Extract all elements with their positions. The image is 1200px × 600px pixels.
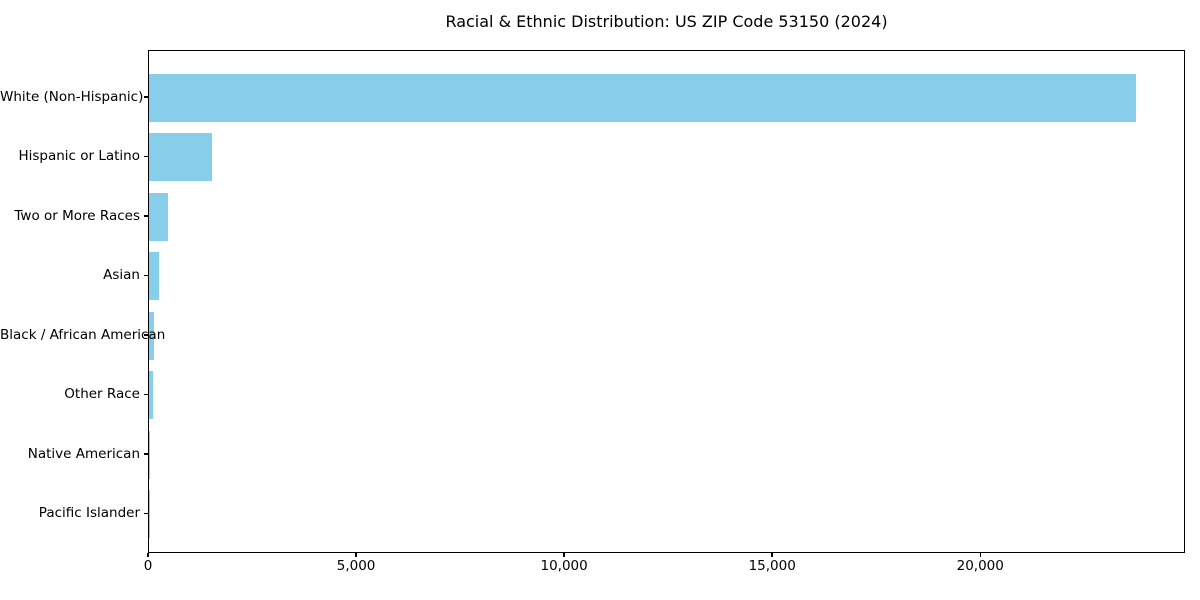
y-tick-mark (144, 215, 148, 217)
plot-area (148, 50, 1185, 553)
bar (149, 73, 1137, 122)
x-tick-mark (979, 553, 981, 557)
bar (149, 371, 154, 420)
x-tick-label: 10,000 (540, 558, 588, 574)
bar (149, 252, 159, 301)
x-tick-label: 15,000 (748, 558, 796, 574)
y-tick-label: Hispanic or Latino (18, 148, 140, 165)
y-tick-mark (144, 96, 148, 98)
y-tick-mark (144, 155, 148, 157)
x-tick-mark (563, 553, 565, 557)
x-tick-label: 0 (143, 558, 153, 574)
x-tick-mark (355, 553, 357, 557)
y-tick-label: Pacific Islander (38, 505, 140, 522)
x-tick-label: 20,000 (956, 558, 1004, 574)
bar (149, 311, 155, 360)
y-tick-mark (144, 453, 148, 455)
y-tick-mark (144, 334, 148, 336)
y-tick-label: Black / African American (0, 326, 166, 343)
y-tick-label: Two or More Races (14, 207, 140, 224)
bar (149, 133, 213, 182)
chart-title: Racial & Ethnic Distribution: US ZIP Cod… (445, 12, 888, 31)
x-tick-mark (147, 553, 149, 557)
y-tick-mark (144, 274, 148, 276)
bar (149, 490, 150, 539)
x-tick-mark (771, 553, 773, 557)
y-tick-label: Other Race (64, 386, 140, 403)
x-tick-label: 5,000 (336, 558, 376, 574)
y-tick-mark (144, 512, 148, 514)
y-tick-label: Native American (27, 445, 140, 462)
y-tick-mark (144, 393, 148, 395)
y-tick-label: White (Non-Hispanic) (0, 88, 144, 105)
bar (149, 192, 169, 241)
bar (149, 430, 151, 479)
y-tick-label: Asian (103, 267, 140, 284)
